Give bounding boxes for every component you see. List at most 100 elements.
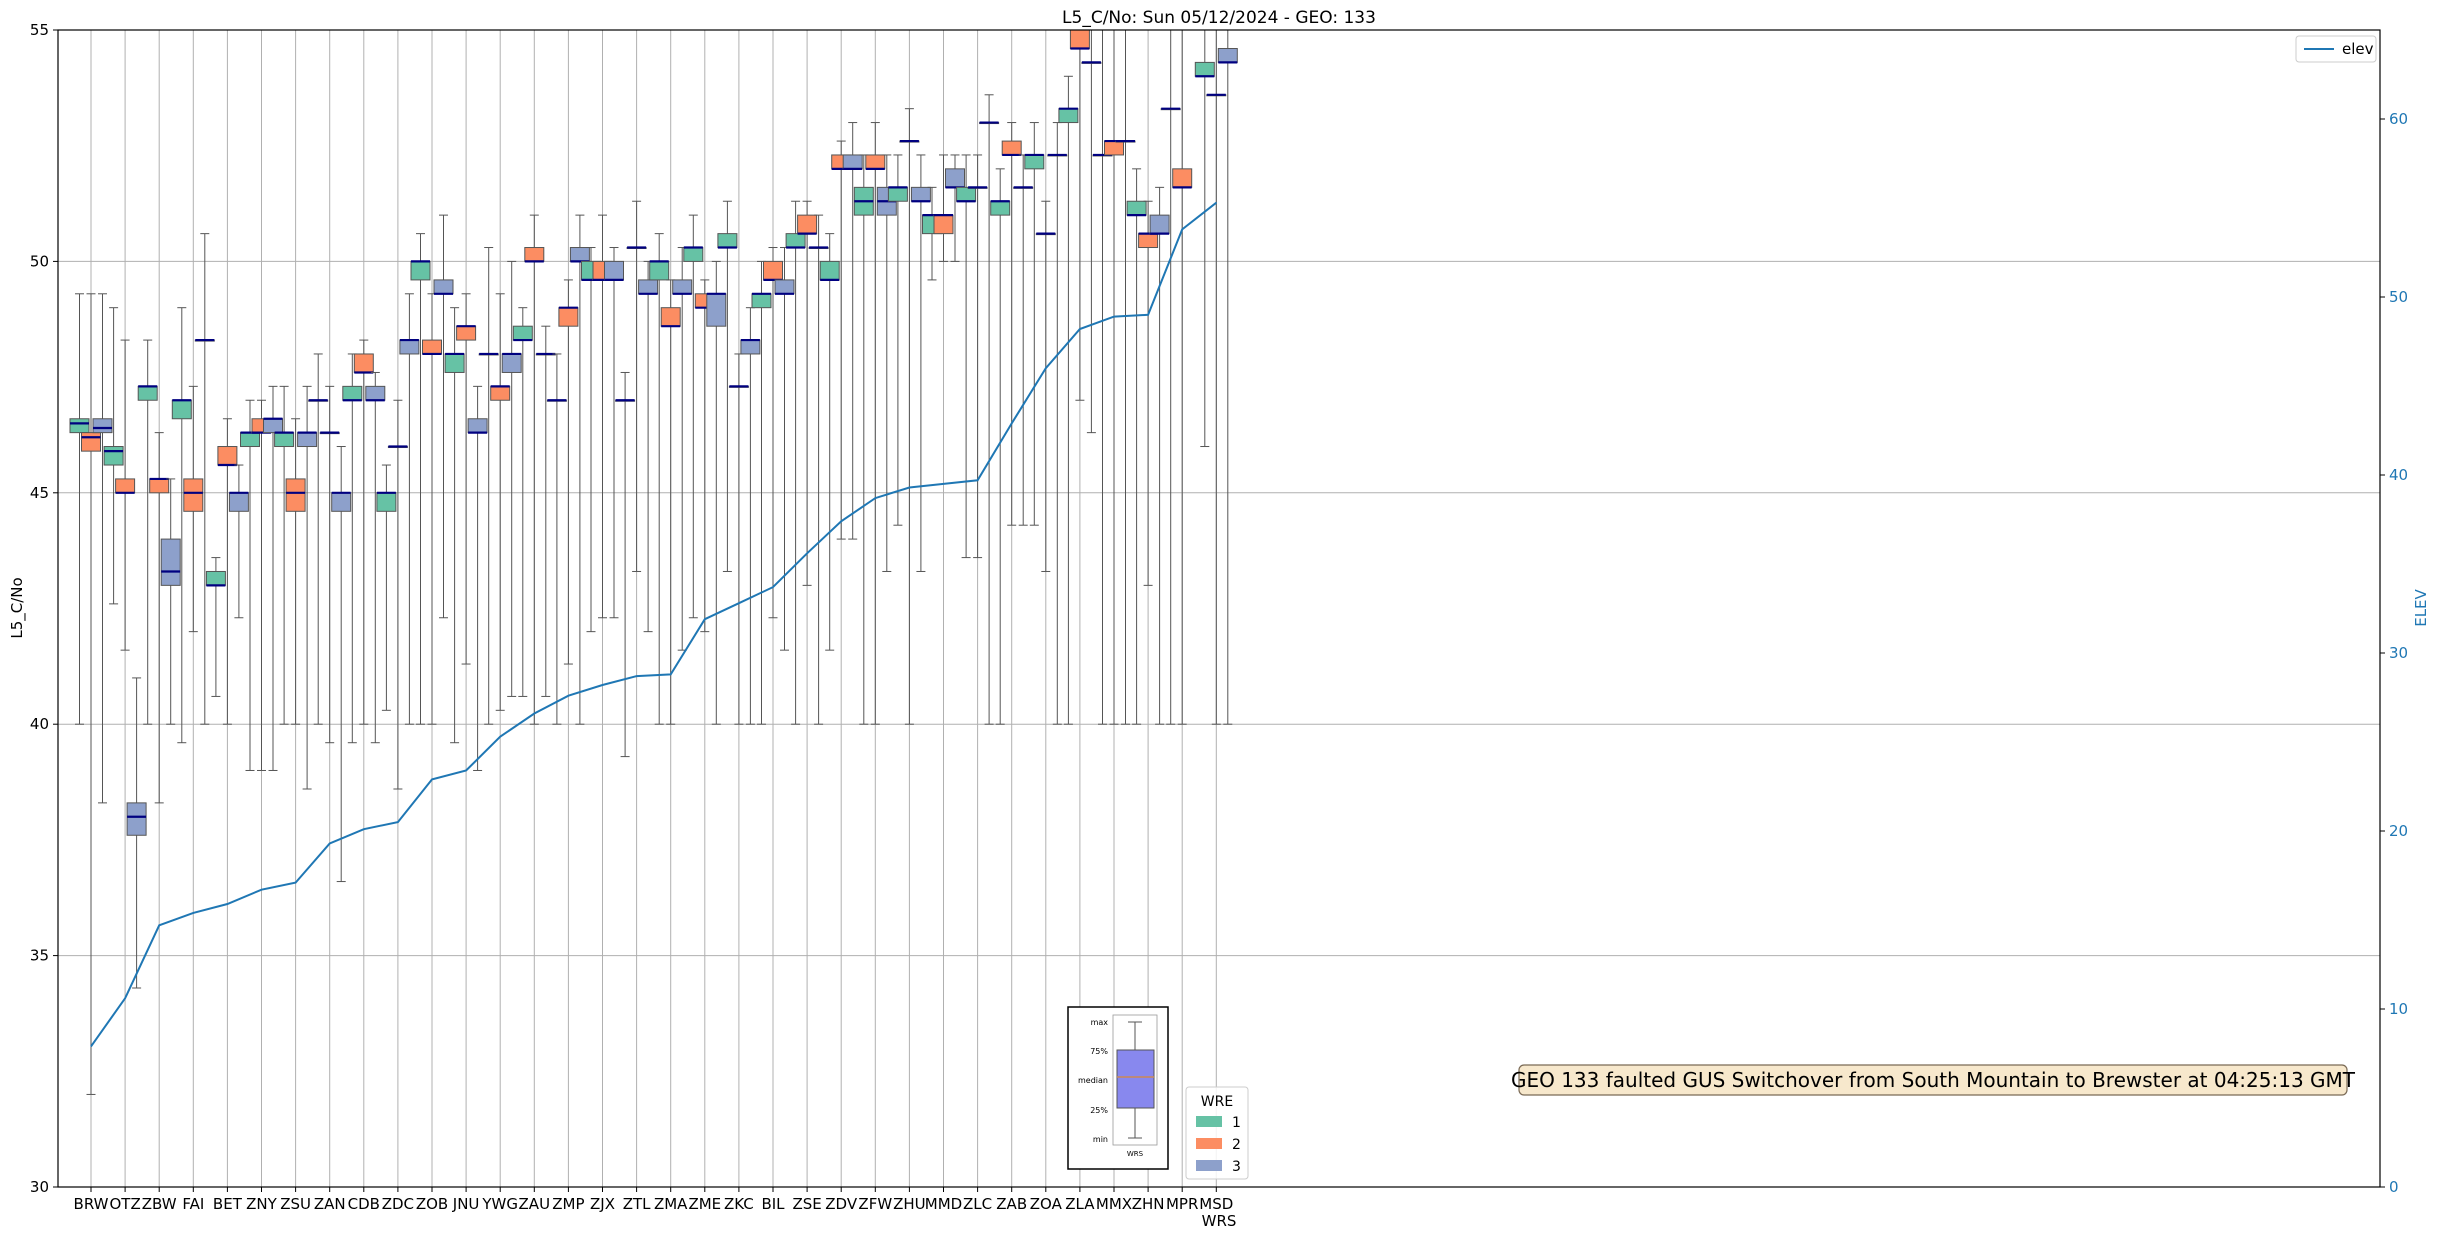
elev-point [158,924,160,926]
elev-point [431,778,433,780]
box-body [1069,29,1090,50]
elev-point [704,618,706,620]
box-body [740,339,761,355]
box-body [717,233,738,249]
box-body [433,279,454,295]
elev-legend-label: elev [2342,40,2374,58]
key-label-max: max [1091,1018,1109,1027]
box-zme-wre3 [706,260,727,725]
right-tick-label: 10 [2389,1000,2408,1018]
box-body [205,570,226,586]
x-tick-label: BRW [74,1195,109,1213]
elev-point [1079,328,1081,330]
x-tick-label: ZDC [382,1195,414,1213]
box-zhn-wre2 [1138,200,1159,586]
x-tick-label: ZKC [724,1195,754,1213]
right-axis-ticks: 0 10 20 30 40 50 60 [2380,110,2408,1196]
box-mpr-wre1 [1160,29,1181,725]
box-zfw-wre2 [865,122,886,725]
elev-point [90,1045,92,1047]
box-otz-wre1 [103,307,124,605]
box-zoa-wre1 [1024,122,1045,526]
wre-legend-label-3: 3 [1232,1159,1241,1175]
box-mmd-wre3 [945,154,965,262]
box-zob-wre1 [410,233,431,725]
right-tick-label: 30 [2389,644,2408,662]
box-zkc-wre2 [728,353,749,725]
box-body [649,260,670,281]
x-tick-label: MPR [1166,1195,1198,1213]
box-zny-wre1 [240,399,260,771]
box-ywg-wre1 [478,247,499,725]
elev-point [670,673,672,675]
right-tick-label: 0 [2389,1178,2399,1196]
box-body [69,418,90,434]
box-body [171,399,192,420]
box-body [160,538,181,586]
elev-point [1011,422,1013,424]
x-tick-label: CDB [348,1195,380,1213]
y-tick-label: 30 [30,1178,49,1196]
x-tick-label: ZMP [552,1195,584,1213]
annotation-box: GEO 133 faulted GUS Switchover from Sout… [1511,1064,2356,1096]
box-body [956,186,977,202]
box-zdv-wre1 [819,233,840,651]
box-body [501,353,522,373]
box-body [774,279,795,295]
x-tick-label: MMX [1096,1195,1132,1213]
box-body [1104,140,1124,156]
x-tick-label: JNU [452,1195,480,1213]
box-mpr-wre2 [1172,29,1193,725]
x-tick-label: ZAB [996,1195,1027,1213]
box-zlc-wre3 [979,94,1000,725]
elev-point [192,912,194,914]
box-ywg-wre3 [501,260,522,697]
elev-point [943,483,944,485]
right-axis-title: ELEV [2412,588,2430,626]
box-bet-wre3 [228,464,249,619]
elev-point [226,903,228,905]
x-tick-label: ZLA [1065,1195,1095,1213]
box-body [1172,168,1193,188]
box-brw-wre1 [69,293,90,725]
elev-point [977,479,979,481]
y-tick-label: 55 [30,21,49,39]
elev-point [124,997,126,999]
elev-point [329,842,331,844]
box-zfw-wre1 [853,154,874,725]
box-body [263,418,283,434]
box-zhu-wre1 [887,154,908,526]
y-tick-label: 40 [30,715,49,733]
box-body [217,446,238,466]
box-body [1001,140,1022,156]
box-zoa-wre3 [1047,122,1068,725]
box-zse-wre1 [785,200,806,725]
box-body [763,260,783,281]
box-zau-wre2 [524,214,545,725]
box-zkc-wre3 [740,307,761,725]
x-tick-label: ZOB [416,1195,448,1213]
x-tick-label: OTZ [109,1195,140,1213]
wre-legend-swatch-3 [1196,1160,1222,1171]
box-zma-wre2 [660,279,681,725]
key-label-q1: 25% [1090,1106,1108,1115]
elev-point [1045,367,1047,369]
box-body [842,154,863,170]
box-body [81,432,101,452]
elev-point [874,497,876,499]
x-tick-label: MMD [925,1195,962,1213]
box-body [240,432,260,448]
x-tick-label: ZSE [792,1195,821,1213]
x-tick-label: MSD [1199,1195,1233,1213]
box-body [865,154,886,170]
elev-point [363,828,365,830]
x-tick-label: YWG [481,1195,518,1213]
box-body [660,307,681,327]
x-tick-label: ZSU [280,1195,311,1213]
x-tick-label: ZBW [142,1195,177,1213]
elev-point [567,695,569,697]
x-tick-label: FAI [182,1195,204,1213]
x-tick-label: ZOA [1030,1195,1063,1213]
x-tick-label: ZJX [590,1195,615,1213]
box-body [887,186,908,202]
